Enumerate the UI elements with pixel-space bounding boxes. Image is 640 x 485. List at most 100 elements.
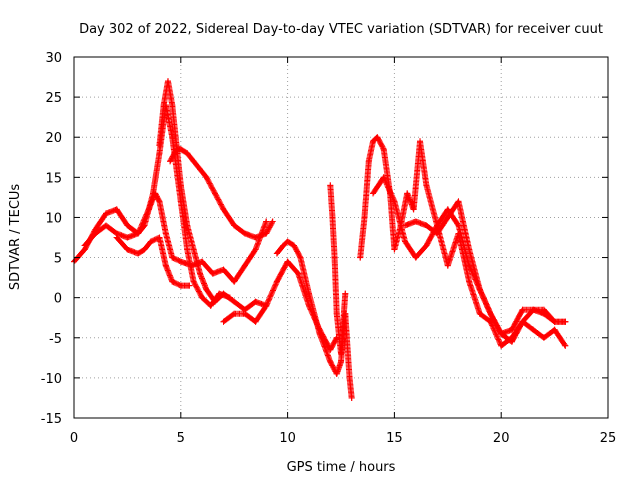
data-point — [184, 246, 191, 253]
data-point — [380, 174, 387, 181]
y-tick-label: 30 — [45, 51, 62, 66]
data-point — [197, 166, 204, 173]
data-point — [291, 242, 298, 249]
data-point — [220, 266, 227, 273]
data-point — [156, 142, 163, 149]
data-point — [333, 310, 340, 317]
data-point — [162, 262, 169, 269]
data-point — [342, 290, 349, 297]
data-point — [434, 230, 441, 237]
data-point — [263, 230, 270, 237]
y-tick-label: 0 — [54, 292, 62, 307]
data-point — [551, 326, 558, 333]
data-point — [241, 262, 248, 269]
data-point — [113, 206, 120, 213]
data-point — [551, 318, 558, 325]
x-tick-label: 20 — [493, 431, 510, 446]
y-tick-label: -10 — [41, 372, 62, 387]
data-point — [444, 206, 451, 213]
data-point — [412, 218, 419, 225]
data-point — [203, 286, 210, 293]
data-point — [305, 290, 312, 297]
data-point — [357, 254, 364, 261]
data-point — [530, 306, 537, 313]
data-point — [444, 214, 451, 221]
data-point — [167, 158, 174, 165]
data-point — [220, 290, 227, 297]
data-point — [147, 238, 154, 245]
data-point — [476, 286, 483, 293]
data-point — [487, 310, 494, 317]
data-point — [476, 310, 483, 317]
data-point — [203, 174, 210, 181]
data-point — [380, 146, 387, 153]
data-point — [519, 306, 526, 313]
data-point — [124, 234, 131, 241]
data-point — [252, 298, 259, 305]
data-point — [530, 326, 537, 333]
data-point — [156, 234, 163, 241]
data-point — [152, 190, 159, 197]
data-point — [562, 318, 569, 325]
data-point — [135, 230, 142, 237]
y-tick-label: 15 — [45, 171, 62, 186]
data-point — [177, 258, 184, 265]
y-tick-label: -15 — [41, 412, 62, 427]
data-point — [177, 182, 184, 189]
y-tick-label: 20 — [45, 131, 62, 146]
data-point — [135, 250, 142, 257]
y-tick-label: 10 — [45, 211, 62, 226]
data-point — [211, 298, 218, 305]
data-point — [331, 254, 338, 261]
data-point — [327, 358, 334, 365]
satellite-track-7 — [273, 238, 355, 401]
data-point — [177, 146, 184, 153]
data-point — [365, 158, 372, 165]
data-point — [361, 214, 368, 221]
data-point — [410, 206, 417, 213]
data-point — [404, 190, 411, 197]
data-point — [370, 138, 377, 145]
data-point — [455, 198, 462, 205]
data-point — [540, 306, 547, 313]
data-point — [169, 278, 176, 285]
data-point — [284, 258, 291, 265]
data-point — [252, 246, 259, 253]
data-point — [423, 182, 430, 189]
data-marks — [71, 78, 569, 401]
data-point — [103, 210, 110, 217]
data-point — [391, 246, 398, 253]
data-point — [412, 254, 419, 261]
y-tick-label: 25 — [45, 91, 62, 106]
data-point — [273, 278, 280, 285]
data-point — [252, 318, 259, 325]
data-point — [231, 310, 238, 317]
data-point — [273, 250, 280, 257]
data-point — [434, 222, 441, 229]
satellite-track-11 — [402, 198, 569, 337]
satellite-track-10 — [370, 174, 569, 345]
satellite-track-8 — [327, 182, 349, 357]
data-point — [263, 302, 270, 309]
x-axis-label: GPS time / hours — [287, 460, 396, 475]
data-point — [164, 78, 171, 85]
data-point — [241, 310, 248, 317]
data-point — [269, 218, 276, 225]
satellite-track-10-markers — [370, 174, 569, 345]
y-tick-label: 5 — [54, 252, 62, 267]
data-point — [466, 246, 473, 253]
data-point — [197, 270, 204, 277]
chart-title: Day 302 of 2022, Sidereal Day-to-day VTE… — [79, 22, 603, 37]
data-point — [498, 330, 505, 337]
data-point — [211, 190, 218, 197]
data-point — [184, 150, 191, 157]
data-point — [327, 346, 334, 353]
data-point — [169, 102, 176, 109]
data-point — [162, 230, 169, 237]
data-point — [417, 138, 424, 145]
data-point — [508, 338, 515, 345]
y-axis-label: SDTVAR / TECUs — [8, 184, 23, 291]
satellite-track-4 — [81, 190, 270, 285]
data-point — [338, 350, 344, 357]
